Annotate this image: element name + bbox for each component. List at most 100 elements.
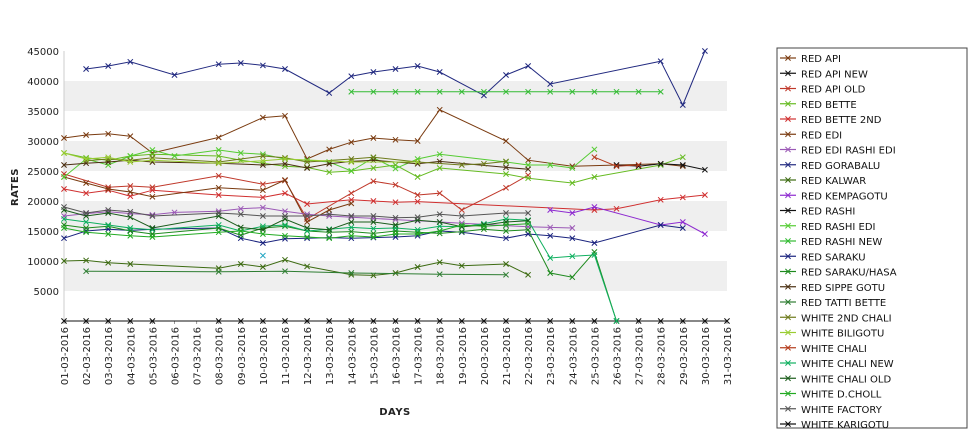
data-point <box>259 264 266 270</box>
legend-entry[interactable]: WHITE KARIGOTU <box>801 420 889 429</box>
data-point <box>282 232 288 239</box>
data-point <box>679 219 686 225</box>
data-point <box>436 88 443 95</box>
legend-entry[interactable]: WHITE BILIGOTU <box>801 329 884 340</box>
data-point <box>348 219 355 225</box>
data-point <box>105 154 112 161</box>
legend-entry[interactable]: RED RASHI EDI <box>801 222 876 233</box>
data-point <box>127 318 134 324</box>
data-point <box>83 160 90 167</box>
legend-entry[interactable]: RED API OLD <box>801 85 866 96</box>
data-point <box>149 154 156 161</box>
legend-swatch-marker <box>785 405 791 412</box>
data-point <box>414 231 421 237</box>
y-tick-label: 45000 <box>27 47 59 58</box>
x-tick-label: 27-03-2016 <box>635 327 646 385</box>
legend-entry[interactable]: RED KALWAR <box>801 176 866 187</box>
series-7 <box>83 48 708 108</box>
x-tick-label: 21-03-2016 <box>502 327 513 385</box>
x-tick-label: 05-03-2016 <box>148 327 159 385</box>
series-23 <box>61 204 532 221</box>
data-point <box>282 213 288 219</box>
legend-swatch-marker <box>785 253 791 260</box>
data-point <box>503 138 509 144</box>
data-point <box>547 207 554 213</box>
data-point <box>525 162 532 168</box>
x-tick-label: 09-03-2016 <box>237 327 248 385</box>
data-point <box>259 181 266 188</box>
series-line <box>550 206 706 235</box>
legend-entry[interactable]: RED GORABALU <box>801 161 880 172</box>
data-point <box>392 214 399 221</box>
grid-bands <box>63 51 727 322</box>
data-point <box>127 58 134 65</box>
data-point <box>127 208 134 215</box>
data-point <box>392 199 399 206</box>
legend-entry[interactable]: RED SARAKU/HASA <box>801 268 897 279</box>
legend-entry[interactable]: WHITE CHALI <box>801 344 867 355</box>
legend-entry[interactable]: RED TATTI BETTE <box>801 298 886 309</box>
data-point <box>105 259 112 266</box>
legend-swatch-marker <box>785 146 791 153</box>
data-point <box>105 130 112 137</box>
data-point <box>61 258 67 264</box>
legend-entry[interactable]: WHITE FACTORY <box>801 405 883 416</box>
legend-entry[interactable]: RED EDI RASHI EDI <box>801 146 896 157</box>
data-point <box>569 253 576 260</box>
legend-entry[interactable]: RED BETTE <box>801 100 857 111</box>
legend: RED API RED API NEW RED API OLD RED BETTE RE… <box>776 47 968 429</box>
data-point <box>326 211 333 218</box>
data-point <box>458 318 465 324</box>
legend-entry[interactable]: RED RASHI NEW <box>801 237 882 248</box>
data-point <box>392 165 399 172</box>
legend-entry[interactable]: RED SARAKU <box>801 252 866 263</box>
data-point <box>149 193 156 200</box>
data-point <box>282 160 288 167</box>
data-point <box>547 88 554 95</box>
data-point <box>591 240 598 246</box>
x-tick-label: 13-03-2016 <box>325 327 336 385</box>
legend-entry[interactable]: RED API NEW <box>801 69 868 80</box>
legend-entry[interactable]: WHITE CHALI OLD <box>801 374 891 385</box>
data-point <box>701 192 708 198</box>
data-point <box>105 231 112 237</box>
data-point <box>547 255 554 261</box>
legend-swatch-marker <box>785 375 791 382</box>
data-point <box>282 256 288 263</box>
data-point <box>83 219 90 225</box>
legend-entry[interactable]: RED RASHI <box>801 207 855 218</box>
data-point <box>436 211 443 218</box>
data-point <box>657 58 664 65</box>
legend-entry[interactable]: WHITE D.CHOLL <box>801 390 882 401</box>
legend-entry[interactable]: RED KEMPAGOTU <box>801 191 888 202</box>
data-point <box>591 174 598 180</box>
legend-entry[interactable]: RED API <box>801 54 841 65</box>
data-point <box>503 164 509 171</box>
data-point <box>61 162 67 168</box>
data-point <box>569 274 576 281</box>
legend-swatch-marker <box>785 177 791 183</box>
legend-entry[interactable]: WHITE CHALI NEW <box>801 359 894 370</box>
data-point <box>127 261 134 267</box>
legend-entry[interactable]: RED SIPPE GOTU <box>801 283 885 294</box>
data-point <box>480 88 487 95</box>
data-point <box>61 186 67 192</box>
legend-entry[interactable]: RED EDI <box>801 130 842 141</box>
data-point <box>215 318 222 324</box>
data-point <box>392 231 399 237</box>
data-point <box>525 220 532 227</box>
data-point <box>701 48 708 54</box>
data-point <box>458 228 465 235</box>
series-22 <box>61 220 532 242</box>
data-point <box>525 271 532 278</box>
data-point <box>701 231 708 237</box>
legend-entry[interactable]: WHITE 2ND CHALI <box>801 313 892 324</box>
legend-entry[interactable]: RED BETTE 2ND <box>801 115 882 126</box>
data-point <box>503 235 509 242</box>
x-tick-label: 26-03-2016 <box>613 327 624 385</box>
data-point <box>569 210 576 216</box>
data-point <box>569 235 576 242</box>
x-tick-label: 07-03-2016 <box>193 327 204 385</box>
data-point <box>414 192 421 198</box>
data-point <box>657 88 664 95</box>
